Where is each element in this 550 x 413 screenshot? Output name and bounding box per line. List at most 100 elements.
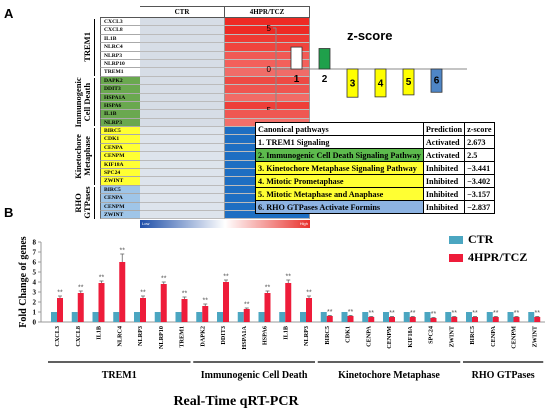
treated-bar xyxy=(98,283,105,322)
significance-marker: ** xyxy=(286,274,292,281)
heatmap-row: TREM1 xyxy=(100,68,310,77)
zscore-category-label: 3 xyxy=(350,78,356,89)
treated-bar xyxy=(119,262,126,322)
heatmap-cell-treated xyxy=(225,26,310,35)
heatmap-column-ctr: CTR xyxy=(140,6,225,18)
heatmap-cell-treated xyxy=(225,101,310,111)
ctr-bar xyxy=(196,312,203,322)
y-tick-label: 5 xyxy=(267,24,272,33)
pathway-table-cell-pathway: 3. Kinetochore Metaphase Signaling Pathw… xyxy=(255,161,424,175)
x-tick-label: SPC24 xyxy=(428,326,435,344)
significance-marker: ** xyxy=(99,275,105,282)
treated-bar xyxy=(306,298,312,322)
heatmap-gene-label: ZWINT xyxy=(100,210,140,220)
zscore-bar xyxy=(374,68,387,98)
heatmap-cell-ctr xyxy=(140,135,225,144)
heatmap-row: CXCL8 xyxy=(100,26,310,35)
heatmap-row: ZWINT xyxy=(100,210,310,220)
pathway-table-cell-prediction: Activated xyxy=(422,135,466,149)
ctr-bar xyxy=(403,312,410,322)
y-tick-label: -5 xyxy=(264,106,272,110)
x-tick-label: BIRC5 xyxy=(469,326,476,345)
group-label: RHO GTPases xyxy=(472,370,535,381)
heatmap-group-label: Kinetochore Metaphase xyxy=(73,127,92,186)
significance-marker: ** xyxy=(493,310,499,317)
pathway-table-cell-prediction: Inhibited xyxy=(422,187,466,201)
heatmap-row: IL1B xyxy=(100,110,310,119)
group-bracket xyxy=(94,187,95,219)
heatmap-gene-label: BIRC5 xyxy=(100,127,140,136)
heatmap-cell-ctr xyxy=(140,202,225,211)
heatmap-row: CXCL3 xyxy=(100,18,310,27)
treated-bar xyxy=(264,293,271,322)
significance-marker: ** xyxy=(57,290,63,297)
pathway-table-cell-prediction: Inhibited xyxy=(422,200,466,214)
pathway-table-cell-pathway: 5. Mitotic Metaphase and Anaphase xyxy=(255,187,424,201)
heatmap-cell-ctr xyxy=(140,26,225,35)
ctr-bar xyxy=(300,312,306,322)
heatmap-row: HSPA1A xyxy=(100,93,310,102)
x-tick-label: CXCL3 xyxy=(54,326,61,347)
pathway-table-cell-zscore: −2.837 xyxy=(464,200,495,214)
group-label: TREM1 xyxy=(102,370,137,381)
ctr-bar xyxy=(320,312,327,322)
heatmap-group-label-line: TREM1 xyxy=(82,32,92,63)
x-tick-label: HSPA6 xyxy=(262,326,269,345)
ctr-bar xyxy=(217,312,223,322)
pathway-table-column-header: z-score xyxy=(464,122,495,136)
pathway-table-cell-zscore: −3.157 xyxy=(464,187,495,201)
significance-marker: ** xyxy=(389,310,395,317)
pathway-table-cell-prediction: Inhibited xyxy=(422,174,466,188)
heatmap-gene-label: NLRP10 xyxy=(100,59,140,69)
treated-bar xyxy=(326,316,333,322)
treated-bar xyxy=(347,316,354,322)
x-tick-label: CENPM xyxy=(511,326,518,349)
pathway-table-cell-pathway: 4. Mitotic Prometaphase xyxy=(255,174,424,188)
heatmap-gene-label: NLRP3 xyxy=(100,51,140,60)
significance-marker: ** xyxy=(161,276,167,283)
heatmap-group-label-line: Cell Death xyxy=(82,82,92,122)
x-tick-label: DAPK2 xyxy=(199,326,206,347)
x-tick-label: CENPA xyxy=(490,325,497,346)
heatmap-cell-ctr xyxy=(140,85,225,94)
heatmap-cell-ctr xyxy=(140,118,225,128)
panel-label-b: B xyxy=(4,205,14,220)
zscore-bar xyxy=(402,68,415,96)
x-tick-label: NLRP10 xyxy=(158,326,165,349)
heatmap-row: NLRP10 xyxy=(100,59,310,69)
y-tick-label: 4 xyxy=(33,279,37,287)
ctr-bar xyxy=(528,312,535,322)
group-bracket xyxy=(94,77,95,127)
heatmap-header: CTR 4HPR/TCZ xyxy=(100,6,310,18)
zscore-bar xyxy=(346,68,359,98)
treated-bar xyxy=(223,282,229,322)
treated-bar xyxy=(492,317,499,322)
y-tick-label: 5 xyxy=(33,269,37,277)
legend-treated: 4HPR/TCZ xyxy=(449,250,527,265)
significance-marker: ** xyxy=(140,290,146,297)
significance-marker: ** xyxy=(182,291,188,298)
treated-bar xyxy=(77,293,84,322)
treated-bar xyxy=(140,298,146,322)
heatmap-cell-ctr xyxy=(140,101,225,111)
ctr-bar xyxy=(445,312,452,322)
x-tick-label: DDIT3 xyxy=(220,326,227,345)
heatmap-cell-ctr xyxy=(140,59,225,69)
ctr-bar xyxy=(362,312,369,322)
treated-bar xyxy=(57,298,63,322)
x-tick-label: CENPM xyxy=(386,326,393,349)
heatmap-gene-label: CXCL8 xyxy=(100,26,140,35)
heatmap-cell-ctr xyxy=(140,194,225,203)
heatmap-gene-label: CENPM xyxy=(100,152,140,161)
ctr-bar xyxy=(92,312,99,322)
heatmap-gene-label: KIF18A xyxy=(100,160,140,170)
x-axis-label: Real-Time qRT-PCR xyxy=(173,394,299,409)
heatmap-gene-label: HSPA6 xyxy=(100,101,140,111)
table-row: 1. TREM1 Signaling Activated 2.673 xyxy=(255,135,495,149)
pathway-table-cell-zscore: −3.441 xyxy=(464,161,495,175)
legend-treated-label: 4HPR/TCZ xyxy=(468,250,528,264)
x-tick-label: CXCL8 xyxy=(75,326,82,347)
treated-bar xyxy=(409,317,416,322)
x-tick-label: ZWINT xyxy=(448,325,455,347)
treated-bar xyxy=(202,306,209,322)
